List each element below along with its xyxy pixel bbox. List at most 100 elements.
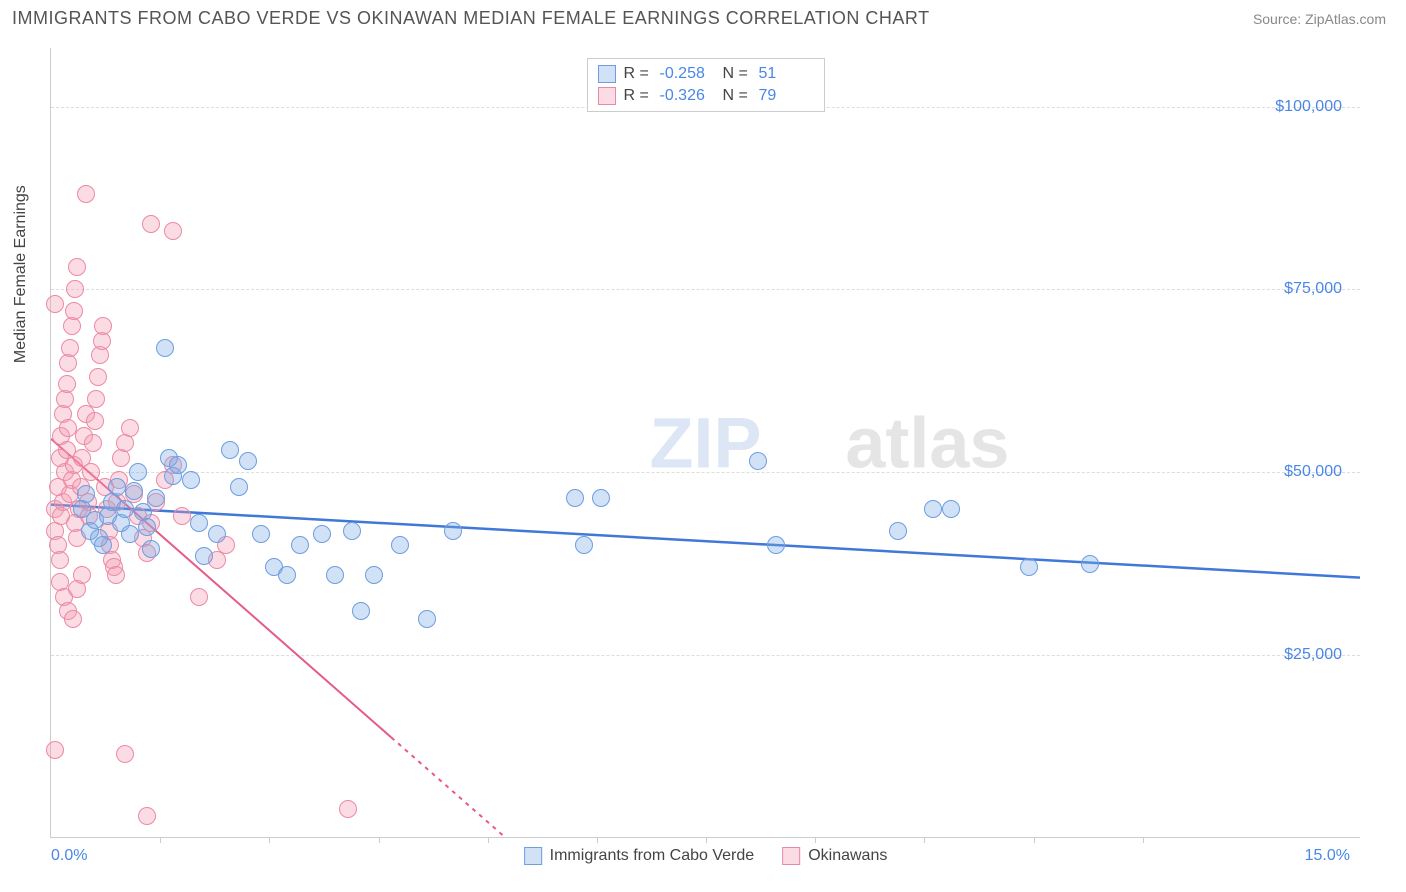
- data-point: [889, 522, 907, 540]
- x-tick: [706, 837, 707, 843]
- data-point: [73, 566, 91, 584]
- data-point: [46, 295, 64, 313]
- data-point: [51, 551, 69, 569]
- data-point: [116, 500, 134, 518]
- data-point: [195, 547, 213, 565]
- data-point: [313, 525, 331, 543]
- data-point: [190, 514, 208, 532]
- x-tick: [1034, 837, 1035, 843]
- data-point: [87, 390, 105, 408]
- swatch-series-1: [598, 65, 616, 83]
- data-point: [352, 602, 370, 620]
- data-point: [339, 800, 357, 818]
- data-point: [121, 419, 139, 437]
- x-tick: [597, 837, 598, 843]
- data-point: [129, 463, 147, 481]
- data-point: [190, 588, 208, 606]
- data-point: [66, 280, 84, 298]
- data-point: [156, 339, 174, 357]
- y-tick-label: $25,000: [1284, 646, 1342, 664]
- data-point: [252, 525, 270, 543]
- data-point: [592, 489, 610, 507]
- data-point: [94, 317, 112, 335]
- legend-row-series-1: R = -0.258 N = 51: [598, 63, 814, 85]
- data-point: [142, 540, 160, 558]
- chart-title: IMMIGRANTS FROM CABO VERDE VS OKINAWAN M…: [12, 8, 930, 29]
- gridline: [51, 472, 1360, 473]
- x-tick: [160, 837, 161, 843]
- r-value-1: -0.258: [660, 65, 715, 83]
- data-point: [230, 478, 248, 496]
- y-tick-label: $100,000: [1275, 98, 1342, 116]
- n-value-2: 79: [759, 87, 814, 105]
- data-point: [82, 463, 100, 481]
- data-point: [77, 485, 95, 503]
- data-point: [164, 222, 182, 240]
- n-value-1: 51: [759, 65, 814, 83]
- data-point: [77, 185, 95, 203]
- data-point: [291, 536, 309, 554]
- data-point: [58, 375, 76, 393]
- data-point: [107, 566, 125, 584]
- data-point: [444, 522, 462, 540]
- data-point: [138, 518, 156, 536]
- data-point: [173, 507, 191, 525]
- data-point: [749, 452, 767, 470]
- data-point: [125, 482, 143, 500]
- data-point: [343, 522, 361, 540]
- x-tick: [924, 837, 925, 843]
- x-axis-max-label: 15.0%: [1305, 847, 1350, 865]
- data-point: [89, 368, 107, 386]
- data-point: [418, 610, 436, 628]
- x-tick: [815, 837, 816, 843]
- watermark: ZIP atlas: [51, 48, 1360, 837]
- series-legend: Immigrants from Cabo Verde Okinawans: [524, 847, 888, 865]
- data-point: [566, 489, 584, 507]
- data-point: [278, 566, 296, 584]
- chart-plot-area: Median Female Earnings ZIP atlas $25,000…: [50, 48, 1360, 838]
- data-point: [108, 478, 126, 496]
- data-point: [365, 566, 383, 584]
- swatch-series-2: [598, 87, 616, 105]
- r-value-2: -0.326: [660, 87, 715, 105]
- data-point: [575, 536, 593, 554]
- data-point: [1020, 558, 1038, 576]
- n-label-1: N =: [723, 65, 751, 83]
- series-1-name: Immigrants from Cabo Verde: [550, 847, 755, 865]
- legend-item-series-2: Okinawans: [782, 847, 887, 865]
- x-axis-min-label: 0.0%: [51, 847, 87, 865]
- swatch-series-1-bottom: [524, 847, 542, 865]
- correlation-legend: R = -0.258 N = 51 R = -0.326 N = 79: [587, 58, 825, 112]
- data-point: [942, 500, 960, 518]
- data-point: [221, 441, 239, 459]
- legend-row-series-2: R = -0.326 N = 79: [598, 85, 814, 107]
- data-point: [1081, 555, 1099, 573]
- data-point: [142, 215, 160, 233]
- data-point: [767, 536, 785, 554]
- x-tick: [1143, 837, 1144, 843]
- y-tick-label: $75,000: [1284, 280, 1342, 298]
- data-point: [924, 500, 942, 518]
- r-label-1: R =: [624, 65, 652, 83]
- data-point: [121, 525, 139, 543]
- gridline: [51, 289, 1360, 290]
- data-point: [182, 471, 200, 489]
- n-label-2: N =: [723, 87, 751, 105]
- y-axis-label: Median Female Earnings: [12, 185, 30, 363]
- data-point: [86, 412, 104, 430]
- data-point: [169, 456, 187, 474]
- source-label: Source: ZipAtlas.com: [1253, 11, 1386, 27]
- gridline: [51, 655, 1360, 656]
- x-tick: [379, 837, 380, 843]
- x-tick: [488, 837, 489, 843]
- y-tick-label: $50,000: [1284, 463, 1342, 481]
- series-2-name: Okinawans: [808, 847, 887, 865]
- data-point: [64, 610, 82, 628]
- data-point: [326, 566, 344, 584]
- data-point: [239, 452, 257, 470]
- data-point: [61, 339, 79, 357]
- data-point: [391, 536, 409, 554]
- swatch-series-2-bottom: [782, 847, 800, 865]
- legend-item-series-1: Immigrants from Cabo Verde: [524, 847, 755, 865]
- data-point: [84, 434, 102, 452]
